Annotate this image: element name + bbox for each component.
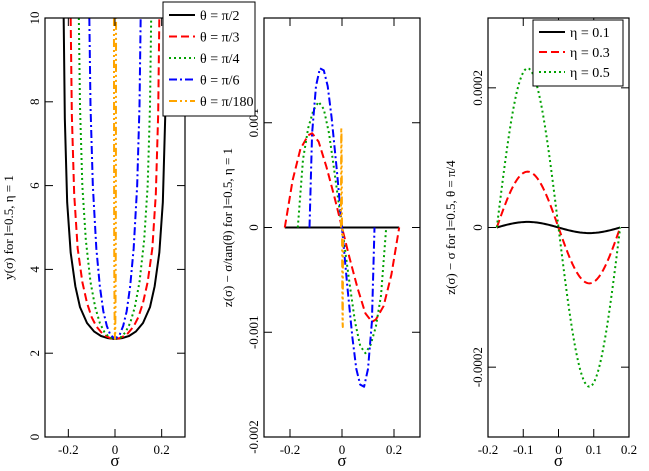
legend-entry: θ = π/2 bbox=[200, 9, 240, 24]
y-tick-label: 0 bbox=[246, 224, 261, 231]
panel-3: -0.2 -0.1 0 0.1 0.2 -0.0002 0 0.0002 σ z(σ) − σ f… bbox=[443, 17, 637, 470]
series-group bbox=[495, 67, 622, 388]
legend-entry: η = 0.1 bbox=[570, 26, 610, 41]
y-tick-label: 4 bbox=[27, 266, 42, 273]
series-group bbox=[283, 67, 401, 388]
x-tick-label: 0 bbox=[112, 442, 119, 457]
x-tick-label: -0.2 bbox=[280, 442, 301, 457]
x-tick-label: -0.1 bbox=[513, 442, 534, 457]
x-tick-label: 0 bbox=[339, 442, 346, 457]
legend-entry: η = 0.3 bbox=[570, 46, 610, 61]
y-axis-label: y(σ) for l=0.5, η = 1 bbox=[1, 175, 16, 280]
series-line--3 bbox=[69, 18, 161, 340]
y-tick-label: 10 bbox=[27, 12, 42, 25]
y-tick-label: 0.0002 bbox=[470, 70, 485, 106]
x-tick-label: 0.1 bbox=[586, 442, 602, 457]
series-line--180 bbox=[339, 126, 345, 329]
legend-entry: θ = π/3 bbox=[200, 31, 240, 46]
y-tick-label: 0 bbox=[27, 434, 42, 441]
x-axis-label: σ bbox=[337, 451, 346, 470]
legend-theta: θ = π/2 θ = π/3 θ = π/4 θ = π/6 θ = π/180 bbox=[162, 1, 256, 117]
legend-eta: η = 0.1 η = 0.3 η = 0.5 bbox=[532, 19, 624, 87]
panel-1: -0.2 0 0.2 0 2 4 6 8 10 σ y(σ) for l=0.5, η = 1 bbox=[1, 12, 186, 470]
x-tick-label: -0.2 bbox=[58, 442, 79, 457]
y-axis-label: z(σ) − σ/tan(θ) for l=0.5, η = 1 bbox=[220, 148, 235, 307]
series-line--0.5 bbox=[495, 67, 622, 388]
series-line--0.1 bbox=[496, 220, 621, 235]
y-tick-label: -0.002 bbox=[246, 420, 261, 454]
x-axis-label: σ bbox=[110, 451, 119, 470]
legend-entry: θ = π/6 bbox=[200, 74, 240, 89]
x-tick-label: 0.2 bbox=[154, 442, 170, 457]
y-tick-label: 2 bbox=[27, 350, 42, 357]
x-tick-label: -0.2 bbox=[478, 442, 499, 457]
series-line--180 bbox=[112, 18, 118, 340]
legend-entry: θ = π/180 bbox=[200, 95, 254, 110]
y-tick-label: 0 bbox=[470, 224, 485, 231]
x-tick-label: 0.2 bbox=[386, 442, 402, 457]
x-tick-label: 0.2 bbox=[621, 442, 637, 457]
y-tick-label: 8 bbox=[27, 99, 42, 106]
y-tick-label: -0.001 bbox=[246, 315, 261, 349]
y-tick-label: 6 bbox=[27, 182, 42, 189]
legend-entry: θ = π/4 bbox=[200, 52, 240, 67]
y-tick-label: -0.0002 bbox=[470, 347, 485, 387]
series-line--6 bbox=[308, 67, 376, 388]
legend-entry: η = 0.5 bbox=[570, 66, 610, 81]
series-group bbox=[62, 18, 168, 340]
legend-box bbox=[162, 1, 256, 117]
x-axis-label: σ bbox=[554, 451, 563, 470]
y-axis-label: z(σ) − σ for l=0.5, θ = π/4 bbox=[443, 160, 458, 295]
series-line--0.3 bbox=[495, 170, 622, 285]
x-tick-label: 0 bbox=[555, 442, 562, 457]
